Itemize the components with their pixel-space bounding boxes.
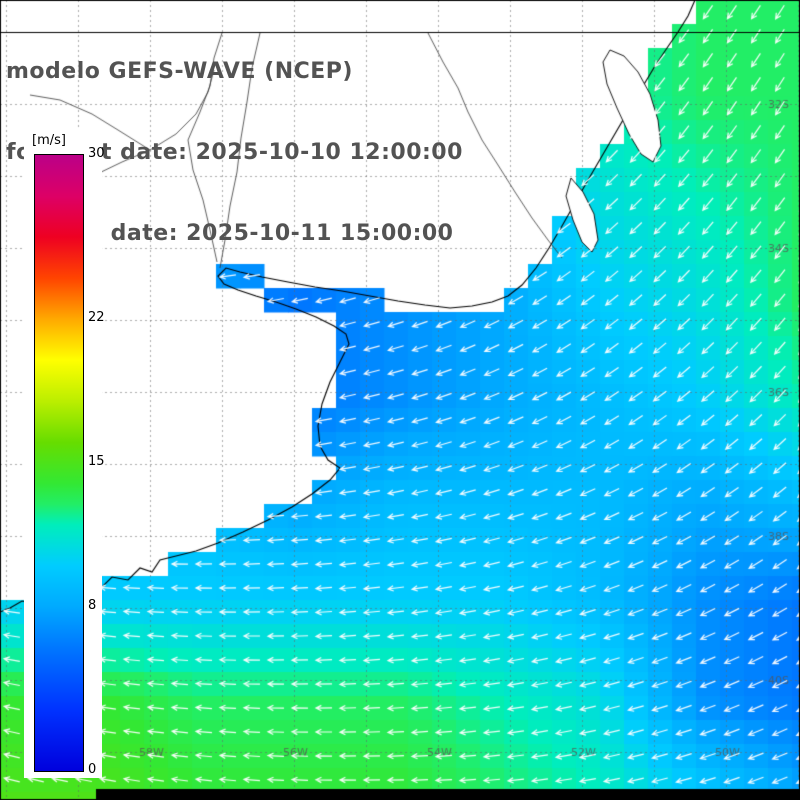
colorbar-tick-label: 30: [88, 146, 105, 161]
colorbar-tick-label: 22: [88, 310, 105, 326]
page-title: modelo GEFS-WAVE (NCEP): [6, 59, 353, 84]
colorbar-tick-label: 15: [88, 454, 105, 469]
colorbar: [m/s] 30 22 15 8 0: [24, 128, 105, 778]
colorbar-tick-label: 0: [88, 762, 97, 777]
colorbar-tick-label: 8: [88, 597, 97, 613]
colorbar-unit-label: [m/s]: [32, 133, 66, 148]
colorbar-gradient: [34, 154, 84, 772]
valid-date-label: valid date: 2025-10-11 15:00:00: [40, 221, 454, 246]
